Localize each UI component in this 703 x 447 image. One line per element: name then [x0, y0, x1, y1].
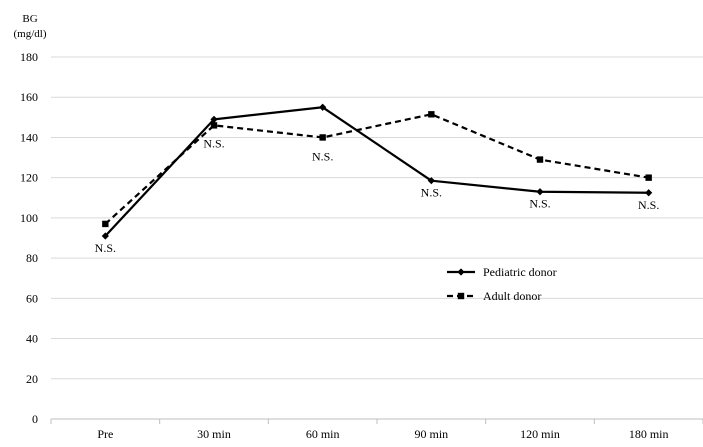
y-tick-label: 160 [20, 90, 38, 104]
ns-annotation: N.S. [95, 241, 116, 255]
data-point [645, 174, 652, 181]
y-axis-label-line2: (mg/dl) [14, 28, 47, 40]
y-tick-label: 20 [26, 372, 38, 386]
series-line [104, 113, 649, 225]
y-tick-label: 80 [26, 251, 38, 265]
y-tick-label: 180 [20, 50, 38, 64]
data-point [536, 156, 544, 163]
ns-annotation: N.S. [638, 198, 659, 212]
data-point [319, 103, 327, 111]
y-tick-label: 100 [20, 211, 38, 225]
y-axis-label-line1: BG [22, 13, 37, 25]
ns-annotation: N.S. [203, 136, 224, 150]
y-tick-label: 40 [26, 332, 38, 346]
y-tick-label: 140 [20, 130, 38, 144]
series-adult [102, 111, 652, 228]
data-point [210, 122, 218, 129]
data-point [427, 177, 435, 185]
x-tick-label: 60 min [306, 427, 340, 441]
series-pediatric [101, 103, 653, 240]
data-point [101, 232, 109, 240]
x-tick-label: 180 min [629, 427, 669, 441]
y-tick-label: 0 [32, 412, 38, 426]
data-point [645, 189, 653, 197]
legend-entry: Adult donor [447, 289, 541, 303]
data-point [428, 111, 435, 118]
legend-marker [457, 292, 465, 300]
legend: Pediatric donor Adult donor [447, 265, 557, 303]
series-line [104, 106, 649, 237]
legend-entry: Pediatric donor [447, 265, 557, 279]
gridlines [51, 56, 703, 380]
legend-label: Pediatric donor [483, 265, 557, 279]
ns-annotation: N.S. [312, 149, 333, 163]
data-point [319, 134, 326, 141]
data-point [210, 115, 218, 123]
series [101, 103, 653, 240]
x-tick-label: 90 min [414, 427, 448, 441]
axes: 0 20 40 60 80 100 120 140 160 180 Pre 30 min 60 min 9… [20, 50, 703, 441]
y-tick-label: 60 [26, 291, 38, 305]
data-point [536, 188, 544, 196]
data-point [102, 220, 109, 228]
legend-label: Adult donor [483, 289, 541, 303]
y-tick-label: 120 [20, 171, 38, 185]
ns-annotation: N.S. [421, 186, 442, 200]
x-tick-label: Pre [97, 427, 113, 441]
legend-marker [457, 268, 465, 276]
ns-annotation: N.S. [529, 197, 550, 211]
x-tick-label: 120 min [520, 427, 560, 441]
annotations: N.S. N.S. N.S. N.S. N.S. N.S. [95, 136, 660, 255]
x-tick-label: 30 min [197, 427, 231, 441]
